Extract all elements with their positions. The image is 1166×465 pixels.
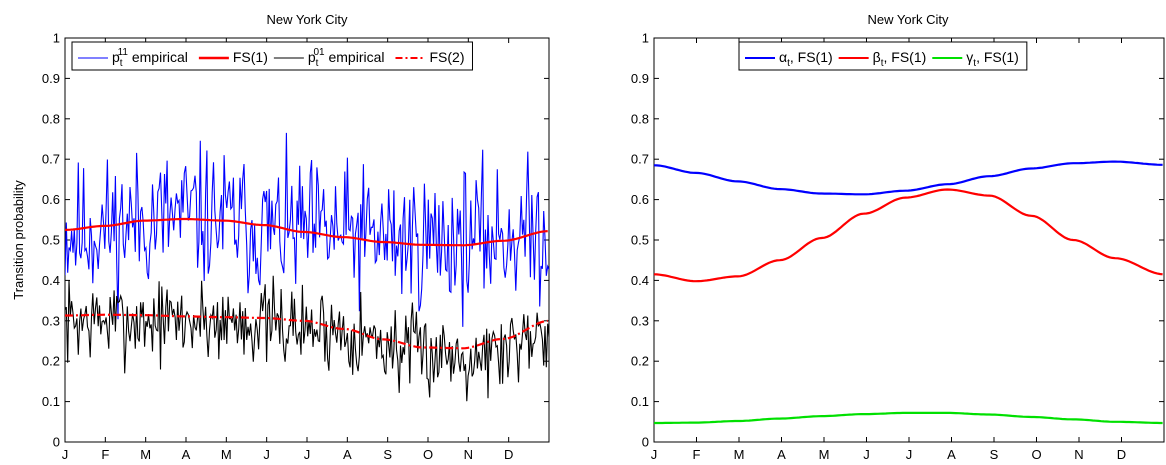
y-tick-label: 0.4 bbox=[631, 273, 649, 288]
legend-label: pt11 empirical bbox=[112, 47, 188, 69]
y-tick-label: 0.9 bbox=[42, 71, 60, 86]
plot-area: 0 0.1 0.2 0.3 0.4 0.5 0.6 0.7 0.8 0.9 1 J F M A M J J A S O N… bbox=[631, 31, 1165, 462]
y-tick-label: 0.7 bbox=[631, 152, 649, 167]
y-tick-label: 0.4 bbox=[42, 273, 60, 288]
x-tick-label: J bbox=[304, 447, 311, 462]
legend-label: pt01 empirical bbox=[308, 47, 385, 69]
y-tick-label: 0.3 bbox=[42, 313, 60, 328]
chart-title: New York City bbox=[868, 12, 949, 27]
legend-label: FS(1) bbox=[233, 49, 268, 65]
y-axis-label: Transition probability bbox=[11, 180, 26, 300]
series-line-1 bbox=[65, 132, 549, 327]
y-tick-label: 0.1 bbox=[631, 394, 649, 409]
x-tick-label: M bbox=[221, 447, 232, 462]
legend-box bbox=[71, 41, 473, 71]
legend-box bbox=[738, 41, 1028, 71]
x-tick-label: J bbox=[62, 447, 69, 462]
x-tick-label: J bbox=[863, 447, 870, 462]
y-tick-label: 1 bbox=[53, 31, 60, 46]
y-tick-label: 0.7 bbox=[42, 152, 60, 167]
x-tick-label: D bbox=[1117, 447, 1126, 462]
x-tick-label: J bbox=[906, 447, 913, 462]
series-line-3 bbox=[65, 275, 549, 402]
y-tick-label: 0.8 bbox=[42, 111, 60, 126]
series-line-1 bbox=[654, 160, 1163, 196]
x-tick-label: A bbox=[182, 447, 191, 462]
legend-label: βt, FS(1) bbox=[873, 49, 927, 69]
chart-left: New York City Transition probability 0 0.… bbox=[11, 12, 550, 462]
y-tick-label: 0.1 bbox=[42, 394, 60, 409]
y-tick-label: 1 bbox=[642, 31, 649, 46]
x-tick-label: F bbox=[693, 447, 701, 462]
y-tick-label: 0 bbox=[53, 435, 60, 450]
x-tick-label: S bbox=[990, 447, 999, 462]
x-tick-label: N bbox=[464, 447, 473, 462]
x-tick-label: F bbox=[101, 447, 109, 462]
plot-area: 0 0.1 0.2 0.3 0.4 0.5 0.6 0.7 0.8 0.9 1 J F M A M J J A S O N… bbox=[42, 31, 550, 462]
series-line-4 bbox=[65, 313, 548, 350]
series-line-2 bbox=[65, 217, 548, 247]
legend-label: FS(2) bbox=[429, 49, 464, 65]
legend: αt, FS(1) βt, FS(1) γt, FS(1) bbox=[738, 41, 1028, 71]
x-tick-label: D bbox=[504, 447, 513, 462]
y-tick-label: 0.3 bbox=[631, 313, 649, 328]
y-tick-label: 0.6 bbox=[42, 192, 60, 207]
y-tick-label: 0.8 bbox=[631, 111, 649, 126]
legend-label: γt, FS(1) bbox=[966, 49, 1019, 69]
chart-title: New York City bbox=[267, 12, 348, 27]
y-tick-label: 0.5 bbox=[631, 233, 649, 248]
chart-right: New York City 00.10.20.30.40.50.60.70.80… bbox=[631, 12, 1165, 462]
y-tick-label: 0.6 bbox=[631, 192, 649, 207]
y-tick-label: 0.9 bbox=[631, 71, 649, 86]
y-tick-label: 0.2 bbox=[42, 354, 60, 369]
axes-box bbox=[653, 37, 1165, 443]
y-tick-label: 0 bbox=[642, 435, 649, 450]
legend-label: αt, FS(1) bbox=[779, 49, 833, 69]
x-tick-label: J bbox=[651, 447, 658, 462]
x-tick-label: J bbox=[263, 447, 270, 462]
x-tick-label: N bbox=[1074, 447, 1083, 462]
x-tick-label: S bbox=[383, 447, 392, 462]
x-tick-label: O bbox=[423, 447, 433, 462]
legend: pt11 empirical FS(1) pt01 empirical FS(2) bbox=[71, 41, 473, 71]
y-tick-label: 0.5 bbox=[42, 233, 60, 248]
x-tick-label: M bbox=[734, 447, 745, 462]
x-tick-label: O bbox=[1031, 447, 1041, 462]
x-tick-label: A bbox=[777, 447, 786, 462]
x-tick-label: A bbox=[947, 447, 956, 462]
x-tick-label: A bbox=[343, 447, 352, 462]
x-tick-label: M bbox=[819, 447, 830, 462]
series-line-3 bbox=[654, 411, 1163, 425]
y-tick-label: 0.2 bbox=[631, 354, 649, 369]
series-line-2 bbox=[654, 188, 1163, 283]
x-tick-label: M bbox=[140, 447, 151, 462]
